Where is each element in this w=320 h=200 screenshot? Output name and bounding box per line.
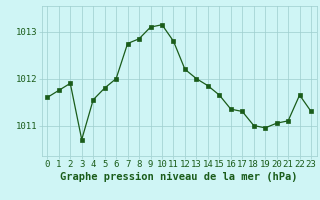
X-axis label: Graphe pression niveau de la mer (hPa): Graphe pression niveau de la mer (hPa) xyxy=(60,172,298,182)
